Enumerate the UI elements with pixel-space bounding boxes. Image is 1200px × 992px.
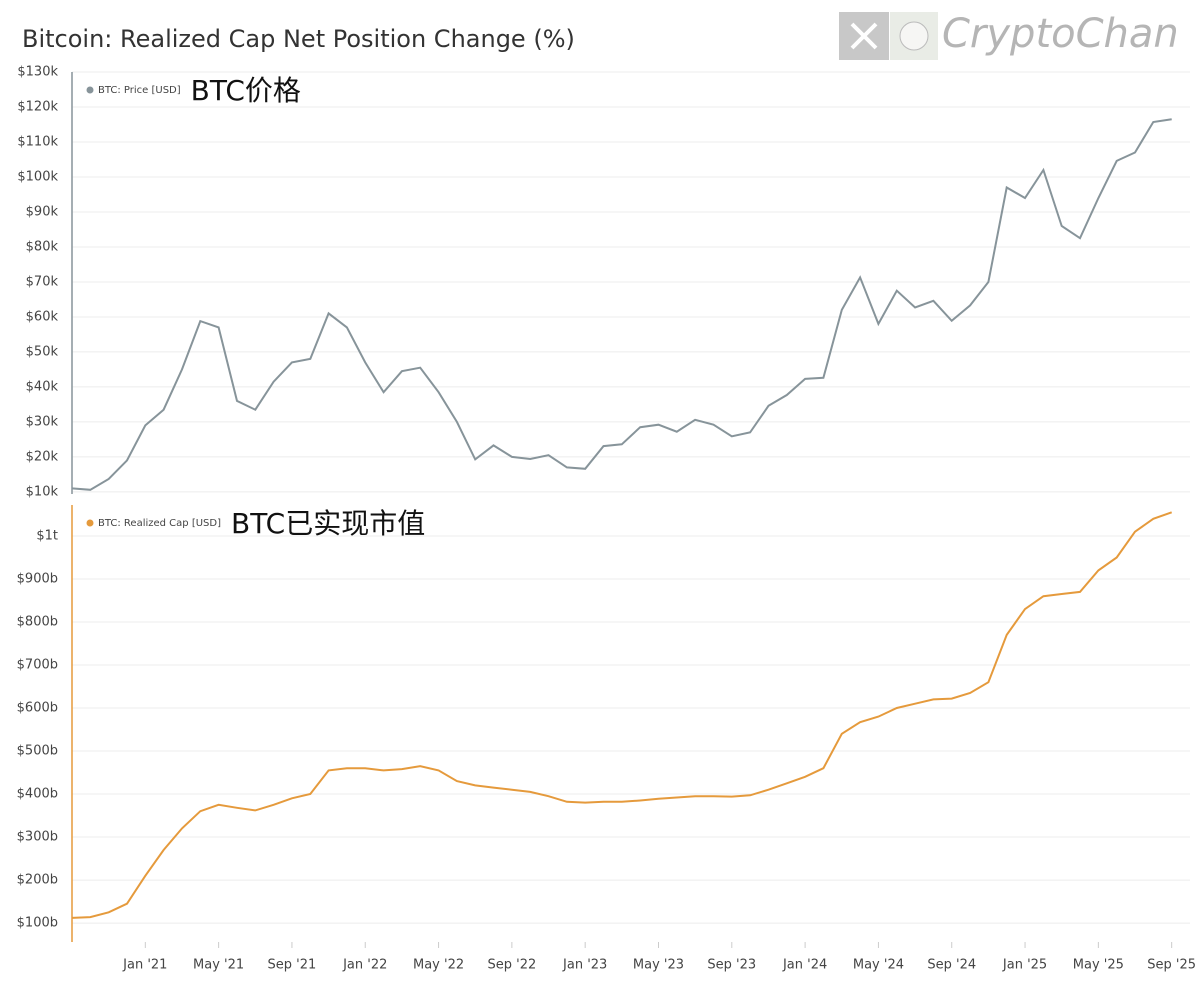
x-tick-label: Jan '22 (342, 958, 387, 973)
y-tick-label: $80k (26, 239, 59, 254)
y-tick-label: $600b (17, 701, 58, 716)
y-tick-label: $10k (26, 484, 59, 499)
x-tick-label: May '21 (193, 958, 244, 973)
y-tick-label: $120k (17, 99, 58, 114)
annotation: BTC已实现市值 (231, 507, 425, 540)
data-line (71, 511, 1173, 919)
y-tick-label: $30k (26, 414, 59, 429)
y-tick-label: $20k (26, 449, 59, 464)
x-tick-label: Jan '21 (122, 958, 167, 973)
legend-label: BTC: Price [USD] (98, 85, 181, 96)
chart-title: Bitcoin: Realized Cap Net Position Chang… (22, 25, 575, 53)
legend-marker (86, 519, 94, 527)
x-tick-label: Jan '25 (1002, 958, 1047, 973)
x-tick-label: Sep '24 (927, 958, 976, 973)
x-tick-label: Sep '22 (487, 958, 536, 973)
y-tick-label: $900b (17, 571, 58, 586)
y-tick-label: $100b (17, 916, 58, 931)
y-tick-label: $200b (17, 873, 58, 888)
y-tick-label: $70k (26, 274, 59, 289)
x-tick-label: May '25 (1073, 958, 1124, 973)
y-tick-label: $50k (26, 344, 59, 359)
x-tick-label: Jan '24 (782, 958, 827, 973)
y-tick-label: $700b (17, 658, 58, 673)
y-tick-label: $100k (17, 169, 58, 184)
x-tick-label: May '22 (413, 958, 464, 973)
watermark-text: CryptoChan (942, 11, 1179, 57)
y-tick-label: $800b (17, 614, 58, 629)
y-tick-label: $130k (17, 65, 58, 80)
watermark: CryptoChan (839, 11, 1179, 60)
avatar-face (899, 21, 929, 51)
y-tick-label: $90k (26, 204, 59, 219)
y-tick-label: $1t (36, 528, 58, 543)
x-tick-label: May '24 (853, 958, 904, 973)
legend-marker (86, 86, 94, 94)
legend-label: BTC: Realized Cap [USD] (98, 518, 221, 529)
data-line (71, 118, 1172, 491)
y-tick-label: $500b (17, 744, 58, 759)
x-icon (850, 22, 878, 50)
x-tick-label: Sep '21 (268, 958, 317, 973)
x-tick-label: Jan '23 (562, 958, 607, 973)
x-tick-label: May '23 (633, 958, 684, 973)
y-tick-label: $300b (17, 830, 58, 845)
y-tick-label: $400b (17, 787, 58, 802)
y-tick-label: $110k (17, 134, 58, 149)
annotation: BTC价格 (191, 74, 301, 107)
x-tick-label: Sep '23 (707, 958, 756, 973)
y-tick-label: $40k (26, 379, 59, 394)
y-tick-label: $60k (26, 309, 59, 324)
x-tick-label: Sep '25 (1147, 958, 1196, 973)
